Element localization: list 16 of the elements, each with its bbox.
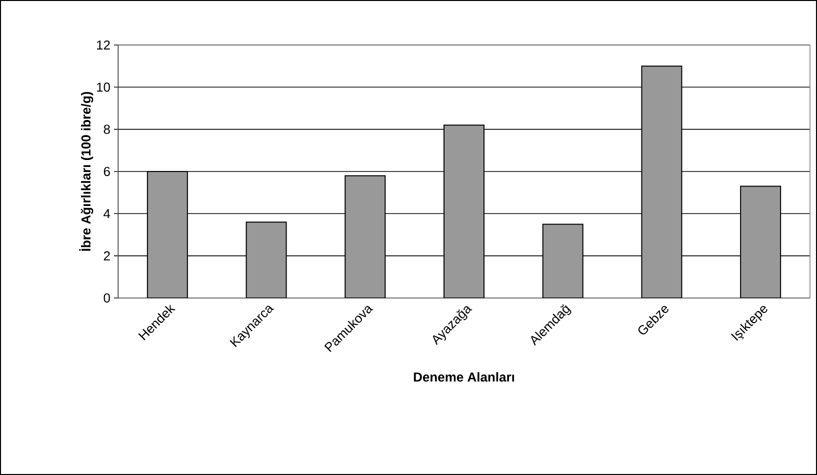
y-tick-label: 8 — [104, 124, 110, 134]
y-axis-title: İbre Ağırlıkları (100 ibre/g) — [79, 92, 94, 251]
bar — [641, 66, 682, 298]
bar — [740, 186, 782, 298]
y-tick-label: 4 — [104, 209, 110, 218]
y-tick-label: 6 — [104, 166, 110, 176]
bar — [146, 170, 188, 298]
y-tick-label: 12 — [97, 40, 110, 50]
y-tick-label: 10 — [97, 82, 110, 92]
bar — [344, 175, 386, 298]
y-tick-label: 0 — [104, 293, 110, 303]
bar — [246, 222, 287, 298]
bar — [444, 124, 485, 298]
bar — [542, 224, 584, 298]
x-axis-title: Deneme Alanları — [414, 372, 514, 382]
y-tick-label: 2 — [104, 251, 110, 260]
